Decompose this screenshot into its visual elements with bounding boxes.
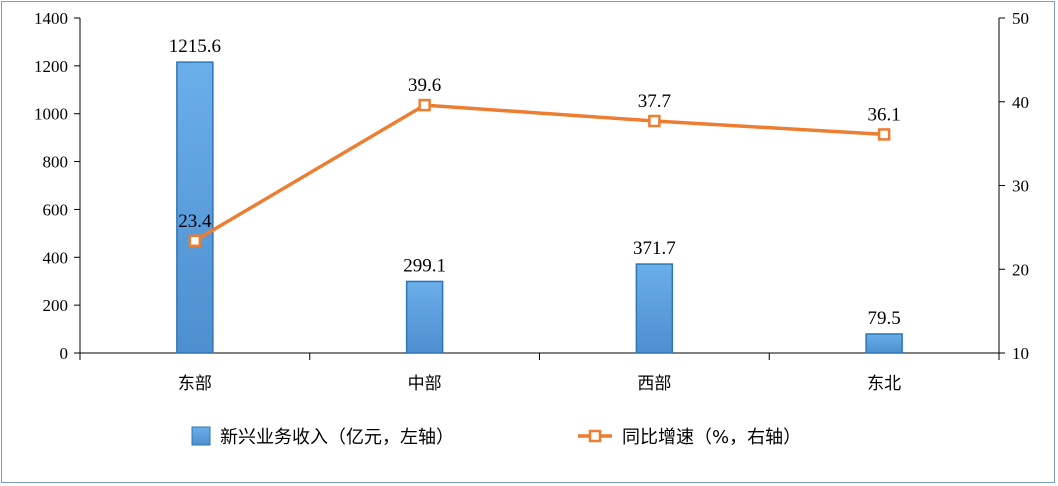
bar-value-label: 371.7 — [633, 238, 676, 259]
category-label: 中部 — [408, 374, 442, 394]
left-tick-label: 1400 — [34, 9, 68, 28]
right-tick-label: 20 — [1012, 260, 1029, 279]
right-tick-label: 10 — [1012, 344, 1029, 363]
legend-bar-swatch — [191, 426, 211, 446]
bar — [176, 61, 214, 354]
left-tick-label: 400 — [43, 248, 69, 267]
bar — [405, 280, 444, 354]
line-point — [418, 98, 431, 112]
left-tick-label: 600 — [43, 200, 69, 219]
left-tick-label: 200 — [43, 296, 69, 315]
line-value-label: 39.6 — [408, 75, 441, 96]
left-tick-label: 800 — [43, 153, 69, 172]
line-value-label: 37.7 — [638, 91, 671, 112]
legend-line-marker — [588, 429, 602, 443]
legend-bar-label: 新兴业务收入（亿元，左轴） — [220, 427, 454, 448]
bar-value-label: 79.5 — [868, 308, 901, 329]
category-label: 东部 — [178, 374, 212, 394]
line-point — [188, 234, 202, 248]
left-tick-label: 1200 — [34, 57, 68, 76]
legend-line-label: 同比增速（%，右轴） — [622, 427, 801, 448]
bar-series — [176, 61, 903, 354]
right-tick-label: 30 — [1012, 177, 1029, 196]
line-point — [648, 114, 661, 128]
line-value-label: 23.4 — [178, 211, 212, 232]
axes: 0 200 400 600 800 1000 1200 1400 10 20 30 40 50 东部 中部 西… — [34, 9, 1029, 394]
line-series — [188, 98, 891, 248]
bar — [865, 333, 903, 354]
data-labels: 1215.6 299.1 371.7 79.5 23.4 39.6 37.7 36.1 — [169, 36, 901, 329]
bar-value-label: 1215.6 — [169, 36, 221, 57]
right-tick-label: 40 — [1012, 93, 1029, 112]
line-value-label: 36.1 — [868, 104, 901, 125]
right-tick-label: 50 — [1012, 9, 1029, 28]
category-label: 东北 — [867, 374, 901, 394]
category-label: 西部 — [637, 374, 671, 394]
left-tick-label: 0 — [60, 344, 69, 363]
bar — [635, 263, 674, 354]
line-point — [877, 128, 891, 141]
left-tick-label: 1000 — [34, 105, 68, 124]
legend: 新兴业务收入（亿元，左轴） 同比增速（%，右轴） — [191, 426, 801, 448]
bar-value-label: 299.1 — [403, 255, 446, 276]
growth-line — [193, 103, 885, 243]
